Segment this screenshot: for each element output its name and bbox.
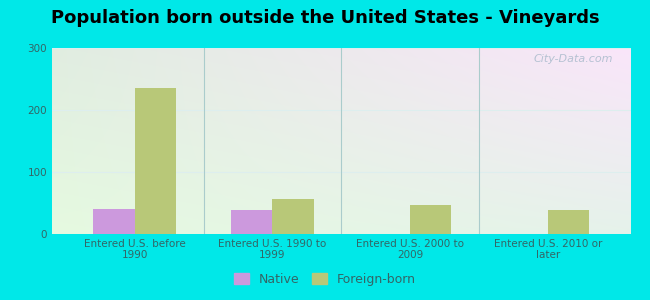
Bar <box>231 210 272 234</box>
Bar <box>135 88 176 234</box>
Text: City-Data.com: City-Data.com <box>534 54 613 64</box>
Bar <box>272 199 314 234</box>
Bar <box>548 210 589 234</box>
Bar <box>94 209 135 234</box>
Bar <box>410 205 452 234</box>
Text: Population born outside the United States - Vineyards: Population born outside the United State… <box>51 9 599 27</box>
Legend: Native, Foreign-born: Native, Foreign-born <box>229 268 421 291</box>
